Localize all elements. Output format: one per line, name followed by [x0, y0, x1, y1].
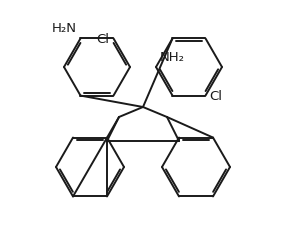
- Text: Cl: Cl: [210, 90, 223, 103]
- Text: Cl: Cl: [96, 33, 110, 46]
- Text: H₂N: H₂N: [51, 22, 76, 35]
- Text: NH₂: NH₂: [160, 51, 185, 64]
